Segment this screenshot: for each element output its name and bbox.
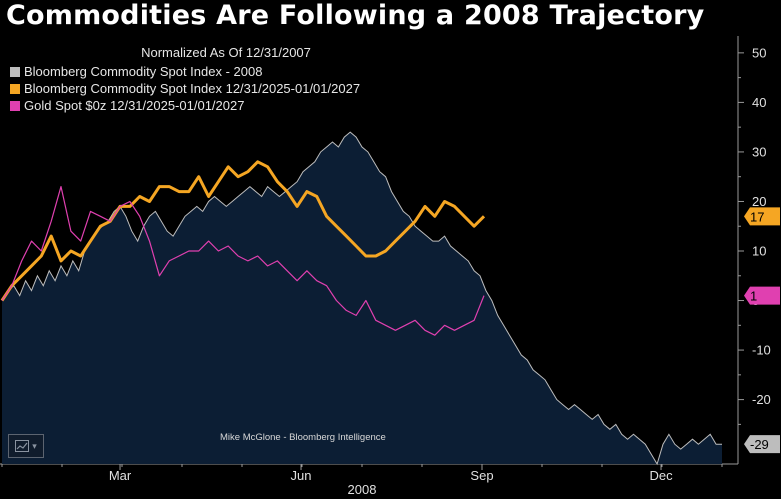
x-tick-label-3: Dec — [649, 468, 673, 483]
x-tick-label-1: Jun — [291, 468, 312, 483]
chart-type-button[interactable]: ▾ — [8, 434, 44, 458]
series-area-gray — [2, 132, 722, 464]
y-tick-label-3: 20 — [752, 194, 766, 209]
chart-title: Commodities Are Following a 2008 Traject… — [6, 0, 705, 31]
x-year-label: 2008 — [348, 482, 377, 497]
y-tick-label-7: -20 — [752, 392, 771, 407]
x-tick-label-2: Sep — [470, 468, 493, 483]
legend-label-gray: Bloomberg Commodity Spot Index - 2008 — [24, 64, 263, 79]
y-tick-label-2: 30 — [752, 144, 766, 159]
chevron-down-icon: ▾ — [32, 440, 37, 451]
series-line-gray — [1, 131, 722, 466]
legend-item-gray[interactable]: Bloomberg Commodity Spot Index - 2008 — [10, 64, 262, 79]
y-tick-label-6: -10 — [752, 343, 771, 358]
series-line-orange — [0, 160, 486, 302]
badge-orange — [744, 207, 780, 226]
legend-swatch-pink — [10, 100, 20, 111]
y-tick-label-1: 40 — [752, 95, 766, 110]
legend-label-orange: Bloomberg Commodity Spot Index 12/31/202… — [24, 81, 361, 96]
badge-pink — [744, 286, 780, 305]
x-tick-label-0: Mar — [109, 468, 132, 483]
legend-title: Normalized As Of 12/31/2007 — [141, 45, 311, 60]
credit-text: Mike McGlone - Bloomberg Intelligence — [220, 432, 386, 443]
line-chart-icon — [15, 440, 30, 452]
legend-swatch-orange — [10, 83, 20, 94]
legend-swatch-gray — [10, 66, 20, 77]
legend-item-pink[interactable]: Gold Spot $0z 12/31/2025-01/01/2027 — [10, 98, 244, 113]
badge-label-orange: 17 — [750, 209, 764, 224]
badge-label-gray: -29 — [750, 437, 769, 452]
series-line-pink — [1, 186, 485, 336]
legend-item-orange[interactable]: Bloomberg Commodity Spot Index 12/31/202… — [10, 81, 360, 96]
y-tick-label-0: 50 — [752, 45, 766, 60]
badge-label-pink: 1 — [750, 289, 757, 304]
legend-label-pink: Gold Spot $0z 12/31/2025-01/01/2027 — [24, 98, 245, 113]
y-tick-label-4: 10 — [752, 244, 766, 259]
legend: Normalized As Of 12/31/2007 Bloomberg Co… — [6, 42, 446, 117]
badge-gray — [744, 435, 780, 454]
